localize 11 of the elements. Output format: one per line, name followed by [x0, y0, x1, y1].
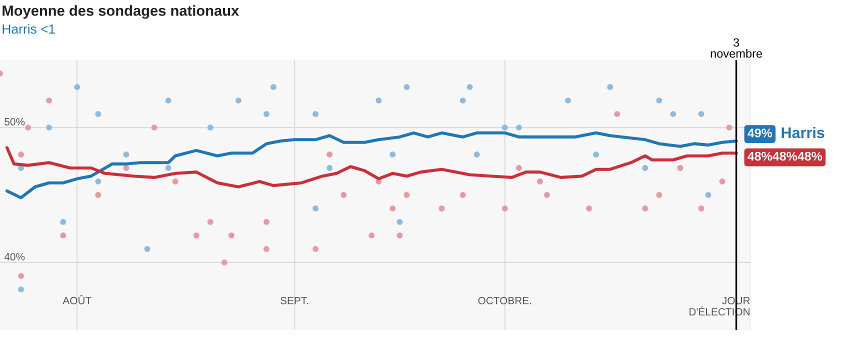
y-tick-label: 50%: [4, 118, 25, 126]
chart-subtitle: Harris <1: [2, 24, 55, 34]
y-tick-label: 40%: [4, 253, 25, 260]
x-tick-label: AOÛT: [62, 295, 92, 304]
legend-label: Harris: [782, 126, 824, 138]
x-tick-label: OCTOBRE.: [478, 296, 532, 304]
chart-title: Moyenne des sondages nationaux: [2, 5, 240, 19]
annotation: 48%48%48%: [748, 152, 822, 161]
annotation: 49%: [748, 128, 772, 138]
ref-line-label: 3 novembre: [710, 38, 762, 58]
x-tick-label: SEPT.: [280, 296, 308, 304]
